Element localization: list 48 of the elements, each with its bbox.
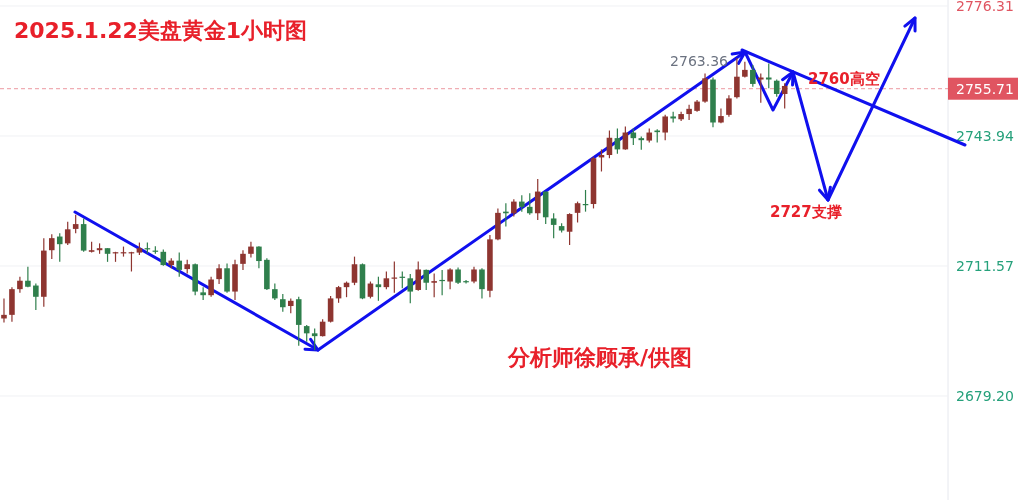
candlestick [33,282,39,311]
candlestick [726,94,732,118]
candlestick [566,212,573,246]
candlestick [407,273,414,304]
candlestick [415,260,422,292]
candlestick [574,201,581,224]
candlestick [1,297,7,324]
candlestick [311,327,318,351]
candlestick [479,267,485,299]
annotation: 2763.36 [670,53,729,69]
candlestick [447,267,453,290]
candlestick [750,64,756,88]
candlestick [240,249,246,271]
candlestick [550,212,557,239]
ref-line-label: 2755.71 [956,80,1014,97]
candlestick [662,114,668,141]
candlestick [224,262,230,294]
candlestick [72,214,79,234]
candlestick [375,276,382,302]
candlestick [718,107,724,124]
candlestick [526,192,533,216]
annotation: 2727支撑 [770,203,842,221]
candlestick [702,72,708,104]
candlestick [431,272,437,298]
annotation: 分析师徐顾承/供图 [507,345,693,370]
candlestick [758,72,764,104]
annotation: 2760高空 [808,70,880,88]
candlestick [48,233,55,260]
y-tick-label: 2776.31 [956,0,1014,14]
candlestick [56,232,63,263]
y-tick-label: 2711.57 [956,257,1014,274]
y-tick-label: 2679.20 [956,387,1014,404]
candlestick [208,276,214,298]
candlestick [686,104,692,121]
y-tick-label: 2743.94 [956,127,1014,144]
candlestick [216,263,222,285]
candlestick [176,252,183,278]
candlestick [351,256,358,286]
candlestick [742,61,748,79]
candlestick [734,57,740,99]
candlestick [64,221,71,246]
candlestick [200,286,206,301]
candlestick [423,268,429,291]
text: 2025.1.22美盘黄金1小时图 [14,18,308,43]
candlestick [765,62,772,89]
candlestick [256,245,262,269]
candlestick [327,295,334,324]
candlestick [534,178,541,221]
